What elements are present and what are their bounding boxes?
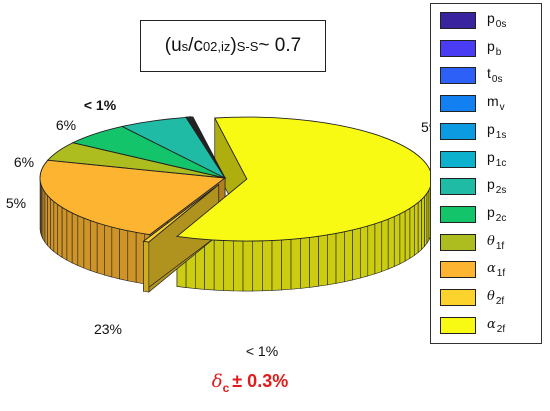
legend-label: t0s <box>487 65 503 86</box>
slice-label-p-0s: < 1% <box>84 97 117 113</box>
slice-label-theta-2f: < 1% <box>246 343 278 359</box>
legend-label: p1s <box>487 120 507 141</box>
slice-label-alpha-1f: 23% <box>94 321 122 337</box>
condition-close: ) <box>230 35 237 56</box>
slice-label-theta-1f: 5% <box>6 195 26 211</box>
uncertainty-sub: c <box>222 381 230 395</box>
condition-sub-2: 02,iz <box>202 38 231 54</box>
legend: p0s pb t0s mv p1s p1c p2s p2c θ1f α1f θ2f α2f <box>430 3 542 344</box>
condition-sub-1: s <box>181 38 189 54</box>
condition-mid: /c <box>188 35 203 56</box>
condition-suffix: ~ 0.7 <box>258 35 302 56</box>
legend-item-p-b: pb <box>431 37 541 59</box>
slice-p-0s <box>190 116 226 179</box>
legend-swatch <box>440 122 476 140</box>
legend-item-alpha-2f: α2f <box>431 314 541 336</box>
legend-swatch <box>440 150 476 168</box>
pie-tops <box>39 116 433 243</box>
legend-label: pb <box>487 37 502 58</box>
legend-label: α2f <box>487 316 506 335</box>
legend-label: θ2f <box>487 289 505 307</box>
legend-swatch <box>440 67 476 85</box>
condition-prefix: (u <box>164 35 182 56</box>
legend-label: mv <box>487 93 505 114</box>
legend-label: α1f <box>487 261 506 280</box>
legend-swatch <box>440 316 476 334</box>
legend-swatch <box>440 261 476 279</box>
legend-label: p0s <box>487 10 507 30</box>
legend-swatch <box>440 289 476 306</box>
legend-swatch <box>440 233 476 251</box>
legend-item-p-2s: p2s <box>431 175 541 197</box>
legend-item-theta-1f: θ1f <box>431 231 541 253</box>
slice-alpha-1f <box>39 159 227 236</box>
legend-item-m-v: mv <box>431 92 541 114</box>
slice-label-p-2s: 6% <box>56 117 76 133</box>
legend-item-t-0s: t0s <box>431 64 541 86</box>
legend-label: p2s <box>487 176 507 197</box>
condition-sup: S-S <box>236 38 259 54</box>
uncertainty-symbol: δ <box>211 371 223 392</box>
legend-item-alpha-1f: α1f <box>431 258 541 280</box>
legend-label: θ1f <box>487 233 505 252</box>
slice-theta-2f <box>142 184 220 243</box>
legend-swatch <box>440 95 476 113</box>
legend-swatch <box>440 39 476 57</box>
legend-swatch <box>440 178 476 196</box>
legend-swatch <box>440 205 476 223</box>
legend-item-p-1s: p1s <box>431 120 541 142</box>
legend-item-p-2c: p2c <box>431 203 541 225</box>
legend-item-p-1c: p1c <box>431 148 541 170</box>
condition-annotation: (u s/c 02,iz) S-S ~ 0.7 <box>140 20 326 72</box>
slice-label-p-2c: 6% <box>14 154 34 170</box>
uncertainty-value: ± 0.3% <box>232 371 289 391</box>
legend-item-p-0s: p0s <box>431 9 541 31</box>
legend-swatch <box>440 12 476 29</box>
legend-label: p2c <box>487 203 507 224</box>
legend-item-theta-2f: θ2f <box>431 286 541 308</box>
uncertainty-label: δc ± 0.3% <box>190 371 310 395</box>
legend-label: p1c <box>487 148 507 169</box>
